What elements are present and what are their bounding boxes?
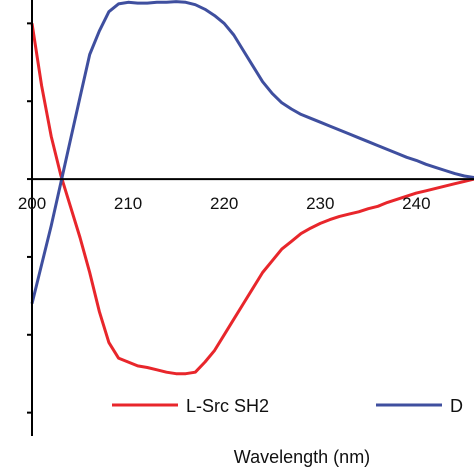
legend-label-series-2: D	[450, 396, 463, 416]
x-axis-label: Wavelength (nm)	[234, 447, 370, 467]
series-line-2	[30, 0, 474, 304]
x-tick-label-4: 240	[402, 194, 430, 213]
x-tick-label-0: 200	[18, 194, 46, 213]
legend-label-series-1: L-Src SH2	[186, 396, 269, 416]
x-tick-label-2: 220	[210, 194, 238, 213]
x-ticks: 200 210 220 230 240	[18, 194, 431, 213]
x-tick-label-3: 230	[306, 194, 334, 213]
y-ticks	[27, 22, 32, 414]
series-group	[30, 0, 474, 376]
legend: L-Src SH2 D	[112, 396, 463, 416]
x-tick-label-1: 210	[114, 194, 142, 213]
series-line-1	[30, 23, 474, 376]
